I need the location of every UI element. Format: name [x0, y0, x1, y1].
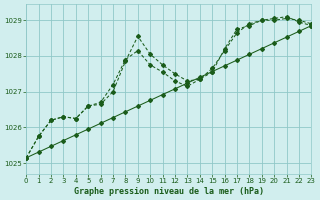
X-axis label: Graphe pression niveau de la mer (hPa): Graphe pression niveau de la mer (hPa) — [74, 187, 264, 196]
